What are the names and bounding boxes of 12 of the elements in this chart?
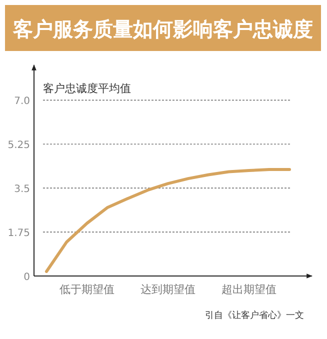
- x-tick-label: 超出期望值: [222, 283, 276, 296]
- text: 引自《让客户省心》一文: [205, 310, 304, 321]
- x-tick-label: 低于期望值: [60, 283, 114, 296]
- x-tick-label: 达到期望值: [140, 283, 196, 296]
- y-axis-title: 客户忠诚度平均值: [43, 82, 131, 95]
- y-tick-label: 0: [24, 272, 30, 283]
- chart-title: 客户服务质量如何影响客户忠诚度: [12, 17, 313, 41]
- y-tick-label: 3.5: [14, 184, 30, 196]
- y-tick-label: 5.25: [8, 140, 30, 152]
- line-series: [45, 168, 291, 273]
- y-tick-label: 1.75: [8, 228, 30, 240]
- y-tick-label: 7.0: [14, 96, 30, 108]
